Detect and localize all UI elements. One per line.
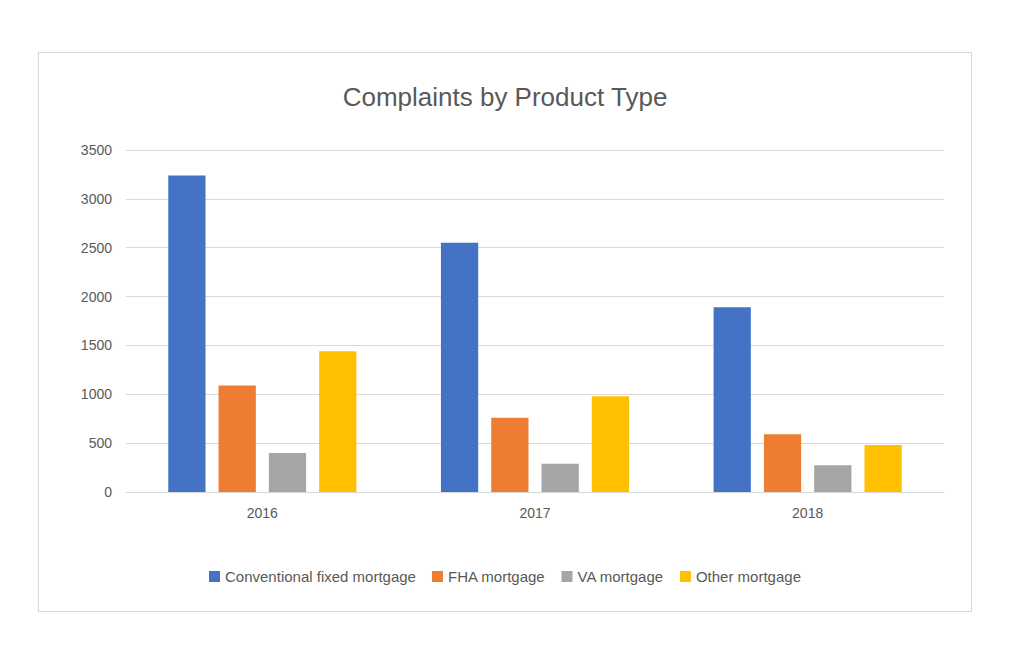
svg-text:1500: 1500 (81, 337, 112, 353)
svg-text:2017: 2017 (519, 505, 550, 521)
svg-text:2016: 2016 (247, 505, 278, 521)
svg-text:2500: 2500 (81, 240, 112, 256)
svg-text:VA mortgage: VA mortgage (578, 568, 664, 585)
svg-text:3500: 3500 (81, 142, 112, 158)
svg-text:0: 0 (104, 484, 112, 500)
svg-text:FHA mortgage: FHA mortgage (448, 568, 545, 585)
svg-text:Complaints by Product Type: Complaints by Product Type (343, 82, 668, 112)
svg-text:500: 500 (89, 435, 113, 451)
svg-text:1000: 1000 (81, 386, 112, 402)
svg-text:Conventional fixed mortgage: Conventional fixed mortgage (225, 568, 416, 585)
svg-text:3000: 3000 (81, 191, 112, 207)
svg-text:Other mortgage: Other mortgage (696, 568, 801, 585)
svg-text:2000: 2000 (81, 289, 112, 305)
svg-text:2018: 2018 (792, 505, 823, 521)
